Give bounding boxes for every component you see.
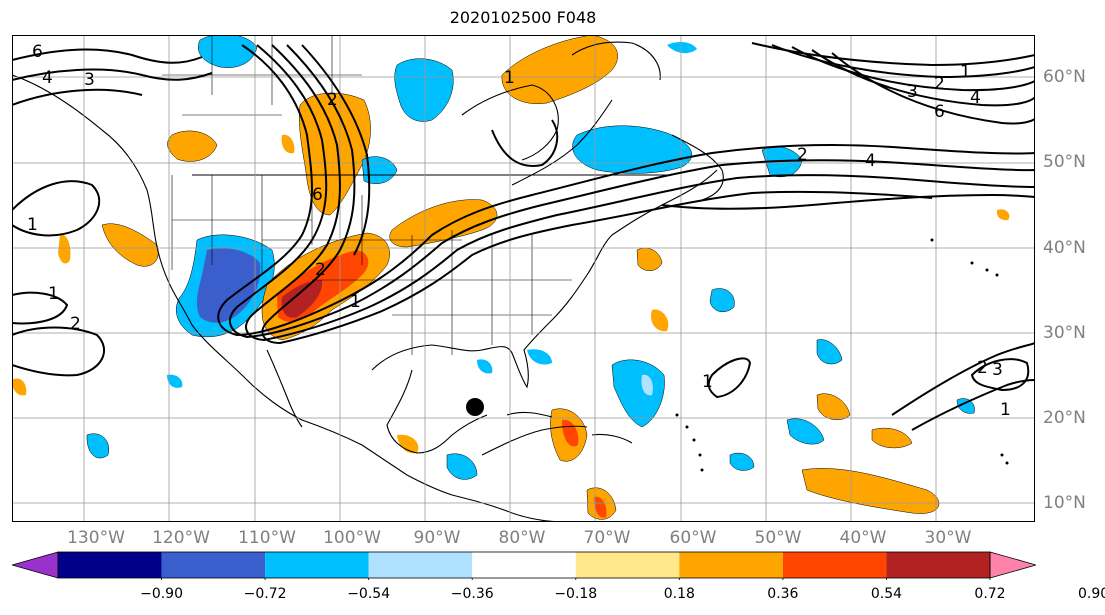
colorbar-tick-label: −0.72	[243, 586, 287, 602]
svg-text:3: 3	[992, 360, 1003, 380]
svg-text:4: 4	[42, 68, 53, 88]
colorbar-tick-label: 0.36	[767, 586, 799, 602]
svg-text:4: 4	[970, 88, 981, 108]
colorbar-cell	[886, 552, 990, 578]
lon-label-70w: 70°W	[583, 528, 631, 548]
colorbar-cell	[161, 552, 266, 578]
lat-label-10n: 10°N	[1043, 493, 1086, 513]
svg-text:1: 1	[350, 292, 361, 312]
colorbar-tick-label: 0.90	[1077, 586, 1105, 602]
lon-label-50w: 50°W	[754, 528, 802, 548]
colorbar-cell	[368, 552, 473, 578]
lon-label-80w: 80°W	[498, 528, 546, 548]
svg-text:1: 1	[504, 68, 515, 88]
svg-text:3: 3	[84, 70, 95, 90]
contour-labels: 6 4 3 2 1 3 2 4 6 1 2 4 6 1 1 2 2 1 2 3 …	[27, 42, 1011, 420]
svg-text:1: 1	[1000, 400, 1011, 420]
lon-label-120w: 120°W	[152, 528, 210, 548]
height-contours	[12, 42, 1035, 431]
map-title: 2020102500 F048	[449, 8, 597, 27]
svg-text:3: 3	[907, 82, 918, 102]
lat-label-30n: 30°N	[1043, 323, 1086, 343]
colorbar-cell	[472, 552, 576, 578]
lat-label-20n: 20°N	[1043, 408, 1086, 428]
lon-label-110w: 110°W	[238, 528, 296, 548]
svg-text:2: 2	[977, 358, 988, 378]
svg-text:2: 2	[934, 74, 945, 94]
lon-label-100w: 100°W	[323, 528, 381, 548]
weather-map: 6 4 3 2 1 3 2 4 6 1 2 4 6 1 1 2 2 1 2 3 …	[12, 35, 1035, 522]
colorbar	[12, 551, 1036, 580]
svg-text:2: 2	[797, 145, 808, 165]
colorbar-tick-label: 0.18	[663, 586, 695, 602]
svg-text:2: 2	[70, 314, 81, 334]
colorbar-cell	[679, 552, 783, 578]
lon-label-130w: 130°W	[67, 528, 125, 548]
colorbar-frame	[57, 551, 991, 579]
svg-text:2: 2	[315, 260, 326, 280]
lon-label-90w: 90°W	[413, 528, 461, 548]
colorbar-tick-label: −0.54	[347, 586, 391, 602]
colorbar-tick-label: 0.72	[974, 586, 1006, 602]
lon-label-40w: 40°W	[839, 528, 887, 548]
colorbar-tick-label: −0.90	[140, 586, 183, 602]
svg-text:1: 1	[27, 215, 38, 235]
anomaly-shading	[12, 35, 1010, 520]
lat-label-50n: 50°N	[1043, 152, 1086, 172]
gridlines	[12, 35, 1035, 522]
colorbar-tick-label: 0.54	[870, 586, 903, 602]
svg-text:1: 1	[960, 62, 971, 82]
svg-text:4: 4	[865, 151, 876, 171]
colorbar-cell	[265, 552, 369, 578]
colorbar-extend-low	[12, 551, 59, 579]
colorbar-cell	[575, 552, 680, 578]
colorbar-tick-label: −0.36	[450, 586, 494, 602]
storm-center-marker	[466, 398, 484, 416]
svg-text:1: 1	[702, 372, 713, 392]
colorbar-tick-label: −0.18	[554, 586, 598, 602]
colorbar-cell	[58, 552, 162, 578]
svg-text:6: 6	[312, 185, 323, 205]
colorbar-extend-high	[989, 551, 1036, 579]
svg-text:6: 6	[32, 42, 43, 62]
lat-label-60n: 60°N	[1043, 67, 1086, 87]
lon-label-30w: 30°W	[924, 528, 972, 548]
lon-label-60w: 60°W	[669, 528, 717, 548]
svg-text:1: 1	[48, 284, 59, 304]
svg-text:2: 2	[327, 90, 338, 110]
islands	[675, 238, 1009, 472]
colorbar-cell	[782, 552, 887, 578]
lat-label-40n: 40°N	[1043, 238, 1086, 258]
svg-text:6: 6	[934, 102, 945, 122]
